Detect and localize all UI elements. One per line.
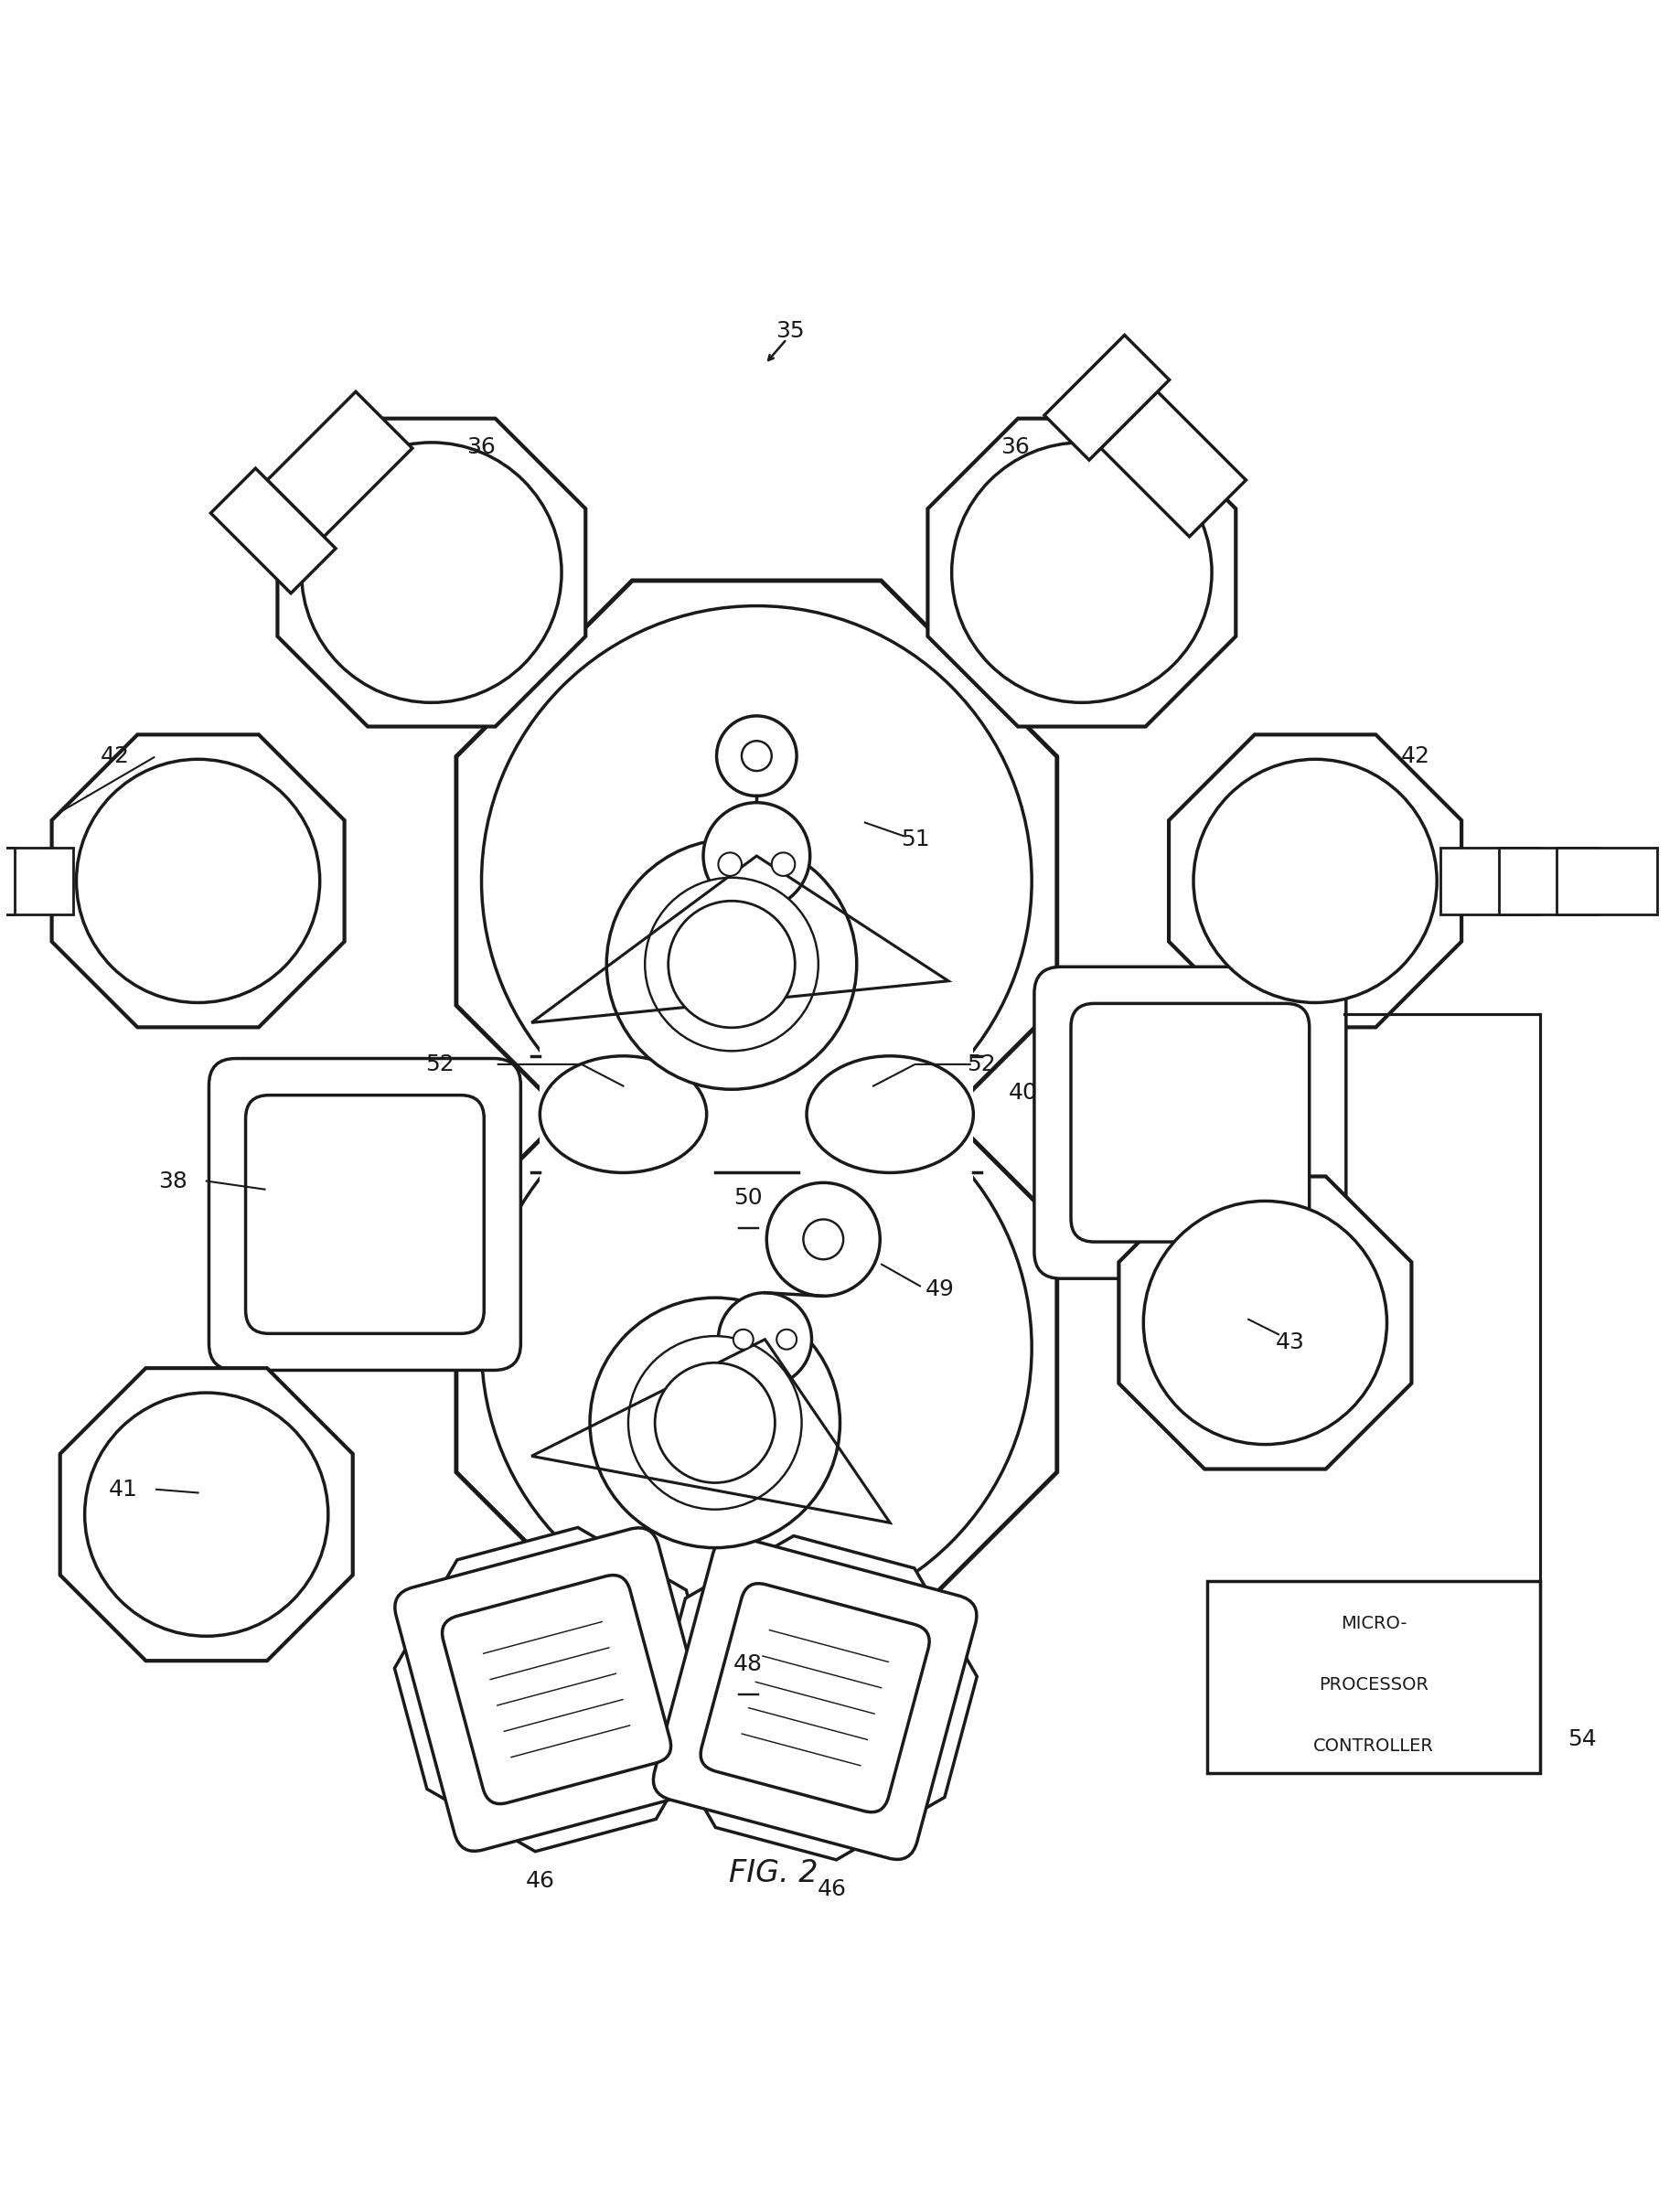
Circle shape	[628, 1336, 801, 1509]
Circle shape	[301, 442, 561, 703]
Circle shape	[1144, 1201, 1388, 1444]
FancyBboxPatch shape	[267, 392, 412, 538]
Text: 36: 36	[467, 436, 496, 458]
Polygon shape	[457, 580, 1057, 1181]
Circle shape	[669, 900, 795, 1029]
Text: PROCESSOR: PROCESSOR	[1319, 1677, 1428, 1694]
Text: 46: 46	[526, 1869, 554, 1891]
Circle shape	[84, 1394, 328, 1637]
Circle shape	[766, 1183, 880, 1296]
FancyBboxPatch shape	[1100, 392, 1247, 538]
FancyBboxPatch shape	[210, 469, 336, 593]
FancyBboxPatch shape	[1440, 847, 1541, 914]
Text: 41: 41	[109, 1478, 138, 1500]
Circle shape	[645, 878, 818, 1051]
Circle shape	[719, 1292, 811, 1387]
Circle shape	[704, 803, 810, 909]
Circle shape	[951, 442, 1211, 703]
FancyBboxPatch shape	[539, 1048, 973, 1181]
Polygon shape	[52, 734, 344, 1026]
FancyBboxPatch shape	[0, 847, 15, 914]
FancyBboxPatch shape	[395, 1528, 719, 1851]
Circle shape	[776, 1329, 796, 1349]
Text: 50: 50	[734, 1186, 763, 1208]
Circle shape	[771, 852, 795, 876]
FancyBboxPatch shape	[1557, 847, 1656, 914]
FancyBboxPatch shape	[442, 1575, 670, 1803]
Polygon shape	[60, 1367, 353, 1661]
FancyBboxPatch shape	[654, 1535, 976, 1860]
Ellipse shape	[539, 1055, 707, 1172]
Circle shape	[1193, 759, 1436, 1002]
Circle shape	[76, 759, 319, 1002]
Text: MICRO-: MICRO-	[1341, 1615, 1406, 1632]
Circle shape	[741, 741, 771, 772]
Text: 40: 40	[1008, 1082, 1038, 1104]
Text: 51: 51	[900, 827, 929, 849]
Circle shape	[590, 1298, 840, 1548]
Text: 42: 42	[1401, 745, 1430, 768]
Polygon shape	[457, 1048, 1057, 1648]
Text: 49: 49	[926, 1279, 954, 1301]
Text: FIG. 2: FIG. 2	[729, 1858, 818, 1889]
Polygon shape	[654, 1535, 978, 1860]
FancyBboxPatch shape	[1499, 847, 1599, 914]
Text: 52: 52	[968, 1053, 996, 1075]
FancyBboxPatch shape	[245, 1095, 484, 1334]
Circle shape	[482, 1073, 1032, 1624]
Polygon shape	[1169, 734, 1462, 1026]
Circle shape	[482, 606, 1032, 1157]
Text: 38: 38	[158, 1170, 188, 1192]
Circle shape	[717, 717, 796, 796]
FancyBboxPatch shape	[0, 847, 72, 914]
Polygon shape	[1119, 1177, 1411, 1469]
Text: 42: 42	[101, 745, 129, 768]
Circle shape	[719, 852, 741, 876]
Text: 52: 52	[425, 1053, 454, 1075]
Polygon shape	[395, 1528, 719, 1851]
Polygon shape	[277, 418, 586, 726]
Ellipse shape	[806, 1055, 973, 1172]
Circle shape	[606, 838, 857, 1088]
Text: 46: 46	[816, 1878, 847, 1900]
FancyBboxPatch shape	[1070, 1004, 1309, 1241]
Text: 36: 36	[1001, 436, 1030, 458]
FancyBboxPatch shape	[208, 1060, 521, 1369]
FancyBboxPatch shape	[701, 1584, 929, 1812]
Text: CONTROLLER: CONTROLLER	[1314, 1736, 1433, 1754]
FancyBboxPatch shape	[1035, 967, 1346, 1279]
Circle shape	[732, 1329, 753, 1349]
Text: 43: 43	[1275, 1332, 1305, 1354]
Polygon shape	[927, 418, 1236, 726]
Circle shape	[803, 1219, 843, 1259]
Text: 54: 54	[1567, 1728, 1596, 1750]
FancyBboxPatch shape	[1206, 1582, 1541, 1772]
Text: 35: 35	[776, 321, 805, 343]
FancyBboxPatch shape	[1045, 334, 1169, 460]
Text: 48: 48	[734, 1655, 763, 1674]
Circle shape	[655, 1363, 774, 1482]
